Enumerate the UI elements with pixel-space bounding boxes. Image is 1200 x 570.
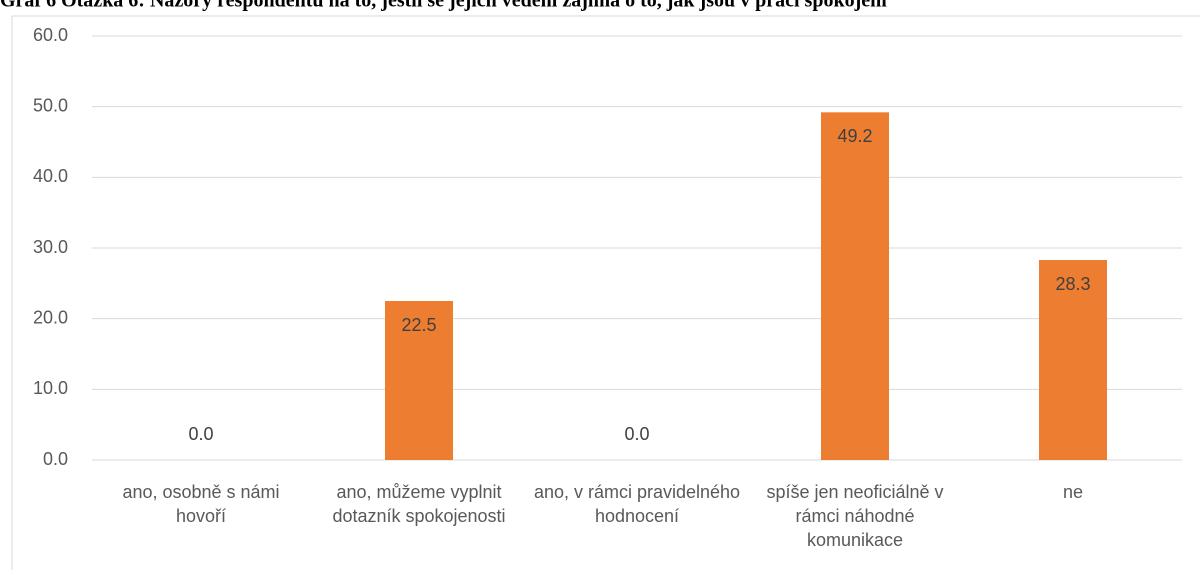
y-tick-label: 20.0 (33, 307, 68, 327)
data-label: 0.0 (624, 424, 649, 444)
chart-title: Graf 6 Otázka 6: Názory respondentů na t… (0, 0, 887, 12)
y-tick-label: 30.0 (33, 237, 68, 257)
x-tick-label: ne (1062, 482, 1084, 502)
bar (821, 112, 889, 460)
data-label: 28.3 (1055, 274, 1090, 294)
data-label: 49.2 (837, 126, 872, 146)
x-tick-label: ano, můžeme vyplnit dotazník spokojenost… (332, 482, 506, 526)
bar (385, 301, 453, 460)
bar (1039, 260, 1107, 460)
data-label: 22.5 (401, 315, 436, 335)
y-tick-label: 0.0 (43, 449, 68, 469)
y-tick-label: 60.0 (33, 25, 68, 45)
y-tick-label: 10.0 (33, 378, 68, 398)
data-label: 0.0 (188, 424, 213, 444)
x-tick-label: spíše jen neoficiálně v rámci náhodné ko… (766, 482, 944, 550)
x-tick-label: ano, osobně s námi hovoří (122, 482, 280, 526)
y-tick-label: 40.0 (33, 166, 68, 186)
chart-border (11, 15, 1200, 570)
y-tick-label: 50.0 (33, 95, 68, 115)
x-tick-label: ano, v rámci pravidelného hodnocení (533, 482, 741, 526)
